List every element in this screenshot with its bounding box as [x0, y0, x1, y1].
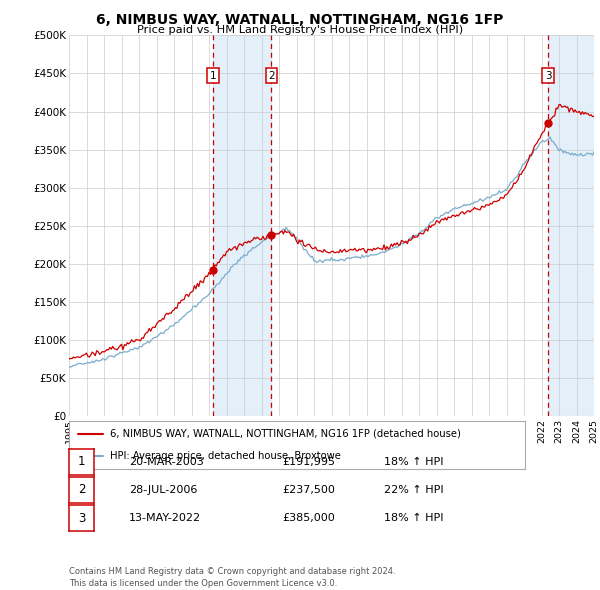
Text: 3: 3	[545, 71, 551, 81]
Text: Price paid vs. HM Land Registry's House Price Index (HPI): Price paid vs. HM Land Registry's House …	[137, 25, 463, 35]
Text: 20-MAR-2003: 20-MAR-2003	[129, 457, 204, 467]
Text: Contains HM Land Registry data © Crown copyright and database right 2024.
This d: Contains HM Land Registry data © Crown c…	[69, 568, 395, 588]
Text: 3: 3	[78, 512, 85, 525]
Text: 6, NIMBUS WAY, WATNALL, NOTTINGHAM, NG16 1FP: 6, NIMBUS WAY, WATNALL, NOTTINGHAM, NG16…	[97, 13, 503, 27]
Text: 2: 2	[268, 71, 275, 81]
Text: £191,995: £191,995	[282, 457, 335, 467]
Text: 28-JUL-2006: 28-JUL-2006	[129, 485, 197, 494]
Text: 18% ↑ HPI: 18% ↑ HPI	[384, 457, 443, 467]
Text: 22% ↑ HPI: 22% ↑ HPI	[384, 485, 443, 494]
Text: £385,000: £385,000	[282, 513, 335, 523]
Text: 18% ↑ HPI: 18% ↑ HPI	[384, 513, 443, 523]
Bar	[548, 35, 600, 416]
Text: £237,500: £237,500	[282, 485, 335, 494]
Text: 6, NIMBUS WAY, WATNALL, NOTTINGHAM, NG16 1FP (detached house): 6, NIMBUS WAY, WATNALL, NOTTINGHAM, NG16…	[110, 429, 461, 439]
Text: 2: 2	[78, 483, 85, 496]
Text: 1: 1	[209, 71, 216, 81]
Text: HPI: Average price, detached house, Broxtowe: HPI: Average price, detached house, Brox…	[110, 451, 341, 461]
Bar	[213, 35, 271, 416]
Text: 13-MAY-2022: 13-MAY-2022	[129, 513, 201, 523]
Text: 1: 1	[78, 455, 85, 468]
